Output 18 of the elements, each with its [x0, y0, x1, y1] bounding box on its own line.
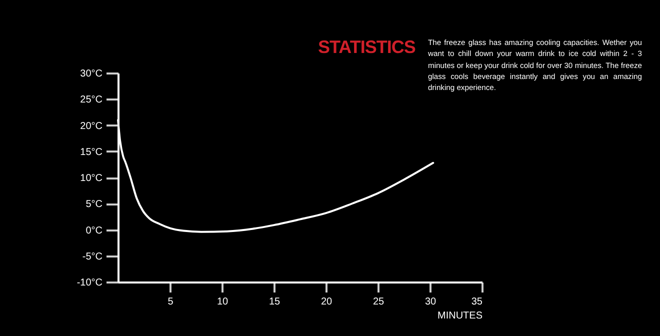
y-tick-label: 0°C: [86, 225, 102, 236]
y-tick-label: 15°C: [80, 146, 102, 158]
x-tick-label: 20: [320, 296, 332, 308]
y-tick-label: 30°C: [80, 68, 102, 80]
x-tick-label: 5: [168, 296, 174, 308]
chart-title: STATISTICS: [318, 37, 416, 58]
y-tick-label: 25°C: [80, 94, 102, 106]
y-tick-label: 20°C: [80, 120, 102, 132]
x-tick-label: 30: [424, 296, 436, 308]
y-tick-label: -5°C: [82, 251, 102, 262]
x-tick-label: 25: [372, 296, 384, 308]
y-tick-label: 10°C: [80, 173, 102, 184]
y-tick-label: -10°C: [76, 278, 102, 288]
y-tick-label: 5°C: [86, 199, 102, 210]
x-tick-label: 35: [471, 296, 483, 308]
x-axis-title: MINUTES: [438, 310, 483, 322]
x-tick-label: 15: [268, 296, 280, 308]
x-tick-label: 10: [216, 296, 228, 308]
